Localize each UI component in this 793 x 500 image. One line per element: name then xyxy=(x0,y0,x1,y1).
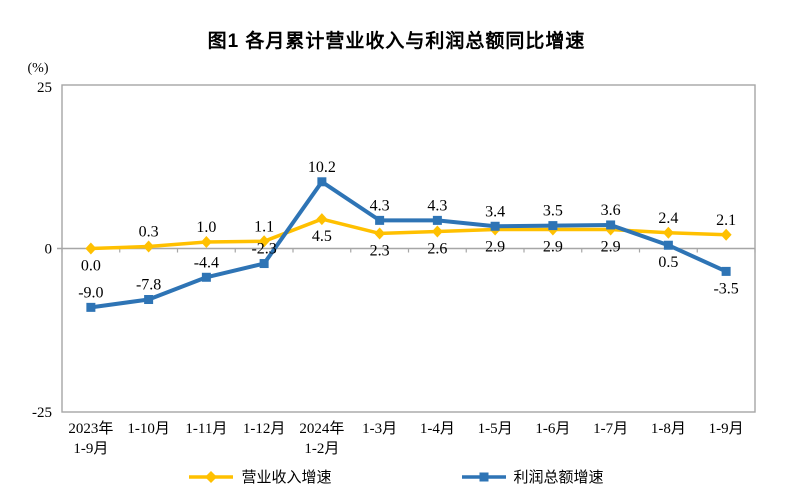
data-point-marker xyxy=(432,215,442,225)
y-axis-tick-label: -25 xyxy=(32,405,52,421)
revenue-line-marker-icon xyxy=(189,470,234,483)
x-axis-label: 1-6月 xyxy=(535,421,570,437)
data-label: 3.6 xyxy=(601,202,621,219)
data-label: 4.3 xyxy=(427,197,447,214)
data-point-marker xyxy=(606,220,616,230)
data-point-marker xyxy=(200,235,212,248)
x-axis-label-line: 2023年 xyxy=(68,420,113,437)
legend-diamond-icon xyxy=(205,470,218,483)
data-label: 2.6 xyxy=(427,240,447,257)
data-label: 3.5 xyxy=(543,203,563,220)
x-axis-label: 1-8月 xyxy=(651,421,686,437)
x-axis-label: 1-5月 xyxy=(478,421,513,437)
data-point-marker xyxy=(720,228,732,241)
data-label: -9.0 xyxy=(78,284,103,301)
data-point-marker xyxy=(317,177,327,187)
data-label: -4.4 xyxy=(194,254,219,271)
profit-line-marker-icon xyxy=(461,472,506,481)
data-point-marker xyxy=(663,240,673,250)
data-label: 0.0 xyxy=(81,258,101,275)
y-axis-unit-label: (%) xyxy=(28,61,49,76)
x-axis-label: 2024年 1-2月 xyxy=(299,420,344,457)
data-label: 2.4 xyxy=(658,210,678,227)
x-axis-label-line: 1-9月 xyxy=(709,421,744,437)
x-axis-label-line: 1-8月 xyxy=(651,421,686,437)
data-label: 4.3 xyxy=(370,197,390,214)
x-axis-label-line: 1-10月 xyxy=(127,421,170,437)
legend: 营业收入增速 利润总额增速 xyxy=(0,466,793,487)
data-label: 1.0 xyxy=(196,219,216,236)
x-axis-label-line: 1-4月 xyxy=(420,421,455,437)
x-axis-label: 1-11月 xyxy=(185,421,227,437)
data-label: 2.3 xyxy=(370,242,390,259)
x-axis-label: 1-3月 xyxy=(362,421,397,437)
data-label: -7.8 xyxy=(136,277,161,294)
data-label: 2.9 xyxy=(601,239,621,256)
x-axis-label: 1-9月 xyxy=(709,421,744,437)
data-label: 2.9 xyxy=(485,239,505,256)
data-point-marker xyxy=(662,226,674,239)
x-axis-label: 2023年 1-9月 xyxy=(68,420,113,457)
data-point-marker xyxy=(375,215,385,225)
x-axis-label: 1-10月 xyxy=(127,421,170,437)
data-label: 2.1 xyxy=(716,212,736,229)
x-axis-label-line: 1-7月 xyxy=(593,421,628,437)
x-axis-label: 1-7月 xyxy=(593,421,628,437)
legend-label-profit: 利润总额增速 xyxy=(513,470,604,486)
data-point-marker xyxy=(258,235,270,248)
legend-item-revenue: 营业收入增速 xyxy=(189,466,332,487)
chart-title: 图1 各月累计营业收入与利润总额同比增速 xyxy=(207,31,586,52)
plot-area: (%) 25 0 -25 2023年 1-9月 1-10月 1-11月 1-12月 2024年 1-… xyxy=(28,61,756,457)
x-axis-label-line: 1-11月 xyxy=(185,421,227,437)
x-axis-label-line: 1-12月 xyxy=(243,421,286,437)
x-axis-label-line: 1-2月 xyxy=(304,441,339,457)
x-axis-label-line: 1-5月 xyxy=(478,421,513,437)
y-axis-tick-label: 0 xyxy=(45,242,53,258)
data-point-marker xyxy=(548,221,558,231)
data-label: -3.5 xyxy=(713,280,738,297)
x-axis-label-line: 2024年 xyxy=(299,420,344,437)
y-axis-tick-label: 25 xyxy=(37,80,52,96)
data-point-marker xyxy=(490,221,500,231)
series-line-1 xyxy=(90,179,727,310)
data-point-marker xyxy=(144,295,154,305)
x-axis-label: 1-4月 xyxy=(420,421,455,437)
data-label: 3.4 xyxy=(485,203,505,220)
x-axis-label-line: 1-9月 xyxy=(73,441,108,457)
data-point-marker xyxy=(431,225,443,238)
data-label: -2.3 xyxy=(251,241,276,258)
legend-label-revenue: 营业收入增速 xyxy=(241,470,332,486)
legend-item-profit: 利润总额增速 xyxy=(461,466,604,487)
data-point-marker xyxy=(143,240,155,253)
data-label: 1.1 xyxy=(254,218,274,235)
x-axis-label-line: 1-6月 xyxy=(535,421,570,437)
x-axis-label: 1-12月 xyxy=(243,421,286,437)
data-label: 4.5 xyxy=(312,228,332,245)
data-label: 0.3 xyxy=(139,224,159,241)
data-point-marker xyxy=(259,259,269,269)
data-point-marker xyxy=(374,227,386,240)
data-label: 10.2 xyxy=(308,159,336,176)
x-axis-label-line: 1-3月 xyxy=(362,421,397,437)
data-point-marker xyxy=(85,242,97,255)
legend-square-icon xyxy=(479,472,488,481)
data-point-marker xyxy=(201,272,211,282)
data-label: 2.9 xyxy=(543,239,563,256)
data-point-marker xyxy=(316,213,328,226)
data-label: 0.5 xyxy=(658,254,678,271)
data-point-marker xyxy=(721,266,731,276)
data-point-marker xyxy=(86,302,96,312)
